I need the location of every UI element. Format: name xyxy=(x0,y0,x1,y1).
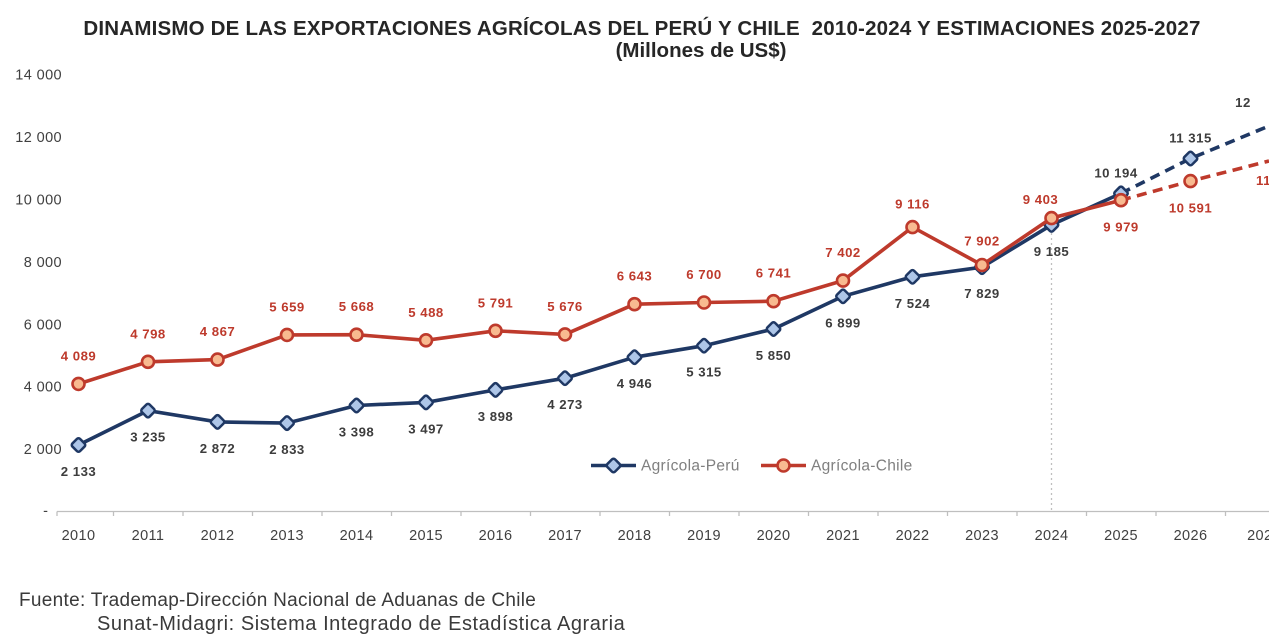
svg-text:Agrícola-Perú: Agrícola-Perú xyxy=(641,458,740,475)
svg-text:3 497: 3 497 xyxy=(408,421,444,436)
svg-text:5 668: 5 668 xyxy=(339,299,375,314)
svg-text:11 315: 11 315 xyxy=(1169,131,1212,146)
svg-text:2016: 2016 xyxy=(479,528,513,544)
svg-text:6 643: 6 643 xyxy=(617,269,653,284)
svg-text:7 402: 7 402 xyxy=(825,245,861,260)
svg-text:6 741: 6 741 xyxy=(756,266,792,281)
svg-text:14 000: 14 000 xyxy=(15,68,62,84)
svg-text:12 000: 12 000 xyxy=(15,130,62,146)
svg-text:5 315: 5 315 xyxy=(686,365,722,380)
svg-text:6 000: 6 000 xyxy=(24,317,62,333)
svg-text:9 116: 9 116 xyxy=(895,197,930,212)
svg-text:2 000: 2 000 xyxy=(24,442,62,458)
svg-text:2014: 2014 xyxy=(340,528,374,544)
svg-text:2025: 2025 xyxy=(1104,528,1138,544)
svg-text:Sunat-Midagri: Sistema Integra: Sunat-Midagri: Sistema Integrado de Esta… xyxy=(97,613,626,635)
svg-text:2017: 2017 xyxy=(548,528,582,544)
svg-text:2 872: 2 872 xyxy=(200,441,236,456)
svg-text:7 902: 7 902 xyxy=(964,234,1000,249)
svg-text:3 898: 3 898 xyxy=(478,409,514,424)
svg-text:5 676: 5 676 xyxy=(547,299,583,314)
svg-text:7 829: 7 829 xyxy=(964,286,1000,301)
svg-text:2022: 2022 xyxy=(896,528,930,544)
svg-text:2024: 2024 xyxy=(1035,528,1069,544)
svg-text:5 850: 5 850 xyxy=(756,348,792,363)
svg-text:2021: 2021 xyxy=(826,528,860,544)
svg-text:11: 11 xyxy=(1256,173,1269,188)
svg-text:DINAMISMO DE LAS EXPORTACIONES: DINAMISMO DE LAS EXPORTACIONES AGRÍCOLAS… xyxy=(83,16,1200,40)
svg-text:9 185: 9 185 xyxy=(1034,244,1070,259)
svg-text:2 833: 2 833 xyxy=(269,442,305,457)
svg-text:2020: 2020 xyxy=(757,528,791,544)
svg-text:5 659: 5 659 xyxy=(269,299,305,314)
svg-text:2027: 2027 xyxy=(1247,528,1269,544)
svg-text:2012: 2012 xyxy=(201,528,235,544)
svg-text:(Millones de US$): (Millones de US$) xyxy=(616,39,787,62)
svg-text:5 488: 5 488 xyxy=(408,305,444,320)
svg-text:2026: 2026 xyxy=(1174,528,1208,544)
svg-text:Fuente: Trademap-Dirección Nac: Fuente: Trademap-Dirección Nacional de A… xyxy=(19,590,536,611)
svg-text:6 700: 6 700 xyxy=(686,267,722,282)
svg-text:6 899: 6 899 xyxy=(825,315,861,330)
svg-text:Agrícola-Chile: Agrícola-Chile xyxy=(811,458,913,475)
svg-text:4 273: 4 273 xyxy=(547,397,583,412)
svg-text:2010: 2010 xyxy=(62,528,96,544)
svg-text:7 524: 7 524 xyxy=(895,296,931,311)
svg-text:2013: 2013 xyxy=(270,528,304,544)
svg-text:10 000: 10 000 xyxy=(15,193,62,209)
svg-text:4 867: 4 867 xyxy=(200,324,236,339)
svg-text:3 398: 3 398 xyxy=(339,425,375,440)
svg-text:4 000: 4 000 xyxy=(24,380,62,396)
svg-text:8 000: 8 000 xyxy=(24,255,62,271)
svg-text:9 979: 9 979 xyxy=(1103,220,1139,235)
svg-text:2 133: 2 133 xyxy=(61,464,97,479)
svg-text:2011: 2011 xyxy=(132,528,165,544)
svg-text:5 791: 5 791 xyxy=(478,295,514,310)
svg-text:2018: 2018 xyxy=(618,528,652,544)
svg-text:4 798: 4 798 xyxy=(130,326,166,341)
svg-text:12: 12 xyxy=(1235,95,1251,110)
svg-text:4 089: 4 089 xyxy=(61,348,97,363)
svg-text:10 194: 10 194 xyxy=(1094,165,1138,180)
svg-text:2023: 2023 xyxy=(965,528,999,544)
svg-text:4 946: 4 946 xyxy=(617,376,653,391)
svg-text:10 591: 10 591 xyxy=(1169,201,1212,216)
svg-text:2019: 2019 xyxy=(687,528,721,544)
svg-text:3 235: 3 235 xyxy=(130,430,166,445)
svg-text:9 403: 9 403 xyxy=(1023,192,1059,207)
svg-text:-: - xyxy=(43,504,48,520)
svg-text:2015: 2015 xyxy=(409,528,443,544)
